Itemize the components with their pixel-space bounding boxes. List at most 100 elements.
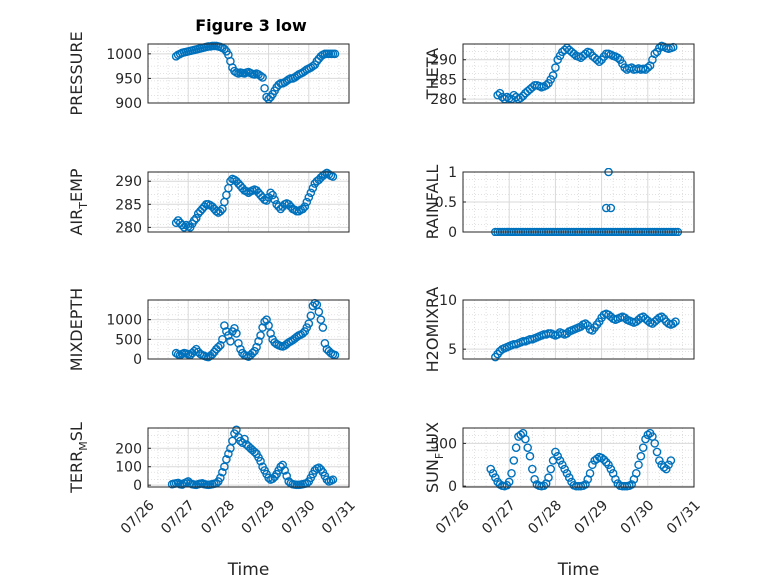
data-point [256, 331, 265, 340]
data-point [280, 466, 289, 475]
data-point [655, 456, 664, 465]
y-axis-label: PRESSURE [67, 31, 86, 115]
data-point [548, 71, 558, 80]
data-point [232, 329, 241, 338]
y-tick-label: 100 [115, 460, 142, 476]
x-tick-label: 07/31 [664, 497, 704, 537]
data-point [282, 471, 291, 481]
data-point [664, 460, 673, 470]
data-point [222, 190, 231, 200]
data-point [516, 430, 526, 440]
data-point [306, 188, 316, 198]
data-point [266, 188, 275, 198]
data-series [171, 41, 340, 104]
x-tick-label: 07/28 [198, 497, 238, 537]
data-point [240, 434, 249, 444]
y-tick-label: 1000 [106, 47, 142, 63]
y-axis-label: MIXDEPTH [67, 288, 86, 371]
data-point [521, 434, 530, 444]
data-point [230, 324, 239, 333]
data-point [177, 220, 187, 230]
data-point [511, 443, 521, 452]
data-point [606, 464, 616, 474]
data-point [320, 338, 330, 348]
axes-box [462, 427, 695, 488]
data-point [256, 456, 265, 466]
data-point [258, 73, 267, 82]
axes-box [147, 43, 350, 104]
data-point [316, 315, 326, 324]
x-tick-label: 07/27 [479, 497, 519, 537]
x-tick-label: 07/29 [572, 497, 612, 537]
y-tick-label: 290 [430, 53, 457, 69]
data-point [530, 475, 539, 484]
data-series [491, 309, 680, 362]
data-point [555, 456, 565, 465]
data-point [525, 451, 535, 461]
data-point [560, 464, 569, 474]
y-axis-label: TERRMSL [67, 422, 90, 494]
y-tick-label: 900 [115, 96, 142, 112]
figure-title: Figure 3 low [195, 16, 307, 35]
data-point [262, 315, 271, 324]
data-point [643, 63, 653, 72]
y-tick-label: 280 [115, 220, 142, 236]
data-point [314, 307, 324, 317]
data-series [171, 168, 338, 232]
data-point [308, 183, 318, 193]
subplot-rainfall: 0 0.5 1 RAINFALL [423, 165, 695, 241]
data-point [581, 480, 590, 489]
y-tick-label: 0 [133, 352, 142, 368]
x-tick-label: 07/26 [433, 497, 473, 537]
subplot-air_temp: 280 285 290 AIRTEMP [67, 168, 350, 236]
data-point [250, 447, 259, 457]
y-axis-label: THETA [423, 48, 442, 100]
data-point [564, 473, 574, 482]
y-tick-label: 0 [133, 478, 142, 494]
y-tick-label: 1 [448, 165, 457, 181]
x-tick-label: 07/30 [618, 497, 658, 537]
data-point [581, 319, 590, 328]
y-tick-label: 285 [430, 72, 457, 88]
data-point [553, 451, 563, 461]
data-point [592, 55, 602, 65]
x-tick-label: 07/27 [158, 497, 198, 537]
axes-box [147, 171, 350, 233]
data-point [516, 93, 526, 103]
data-point [191, 213, 201, 223]
data-point [298, 204, 308, 214]
data-point [264, 473, 273, 483]
data-point [652, 447, 662, 457]
data-point [643, 430, 653, 440]
y-tick-label: 280 [430, 92, 457, 108]
data-point [290, 205, 300, 215]
data-point [546, 464, 556, 474]
x-axis-label: Time [557, 560, 600, 580]
data-point [236, 436, 245, 446]
data-point [300, 202, 310, 211]
data-point [661, 464, 671, 474]
data-point [256, 71, 265, 81]
data-point [252, 342, 261, 352]
data-point [486, 464, 496, 474]
subplot-mixdepth: 0 500 1000 MIXDEPTH [67, 288, 350, 371]
y-tick-label: 1000 [106, 313, 142, 329]
subplot-sun_flux: 0 500 07/26 07/27 07/28 07/29 07/30 07/31 Time SU… [423, 422, 704, 580]
data-series [486, 428, 676, 491]
data-point [509, 456, 519, 465]
y-tick-label: 0.5 [435, 195, 457, 211]
data-point [320, 170, 330, 179]
data-point [214, 342, 223, 352]
x-tick-label: 07/30 [279, 497, 319, 537]
data-point [304, 319, 314, 328]
data-point [613, 53, 623, 63]
data-point [189, 216, 199, 225]
y-tick-label: 950 [115, 71, 142, 87]
data-point [179, 223, 189, 232]
data-point [601, 203, 611, 213]
data-point [597, 453, 606, 463]
data-point [523, 443, 532, 452]
y-axis-label: SUNFLUX [423, 422, 446, 493]
